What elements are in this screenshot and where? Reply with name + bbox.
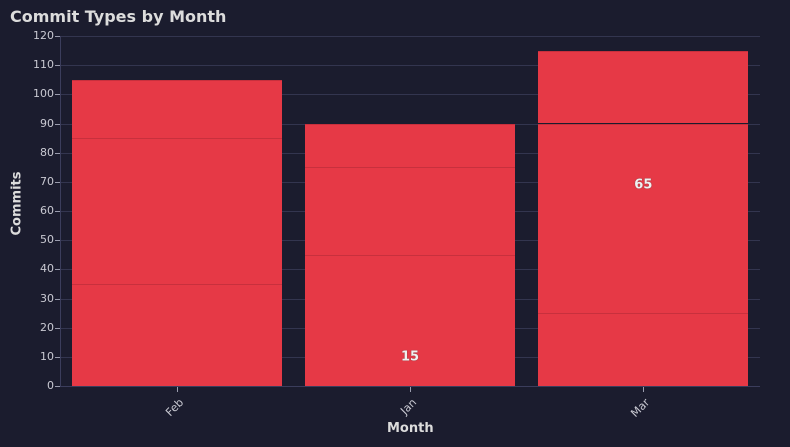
y-tick-label: 30 <box>40 291 54 305</box>
y-tick <box>55 356 60 358</box>
y-tick <box>55 152 60 154</box>
y-tick-label: 70 <box>40 174 54 188</box>
x-axis-line <box>60 386 760 387</box>
y-tick <box>55 181 60 183</box>
x-tick-label: Feb <box>162 396 186 419</box>
bar-segment[interactable] <box>538 313 749 386</box>
y-tick-label: 10 <box>40 349 54 363</box>
y-tick-label: 50 <box>40 233 54 247</box>
y-tick-label: 20 <box>40 320 54 334</box>
bar-segment[interactable] <box>538 123 749 314</box>
y-tick-label: 90 <box>40 116 54 130</box>
x-tick-label: Mar <box>628 396 653 420</box>
y-tick <box>55 36 60 37</box>
y-tick <box>55 327 60 329</box>
y-tick-label: 100 <box>33 87 54 101</box>
y-tick-label: 80 <box>40 145 54 159</box>
bar-segment[interactable] <box>538 50 749 124</box>
bar-segment[interactable] <box>71 138 282 284</box>
x-tick <box>643 387 645 392</box>
y-tick-label: 40 <box>40 262 54 276</box>
value-label: 65 <box>634 177 653 193</box>
y-tick-label: 0 <box>47 379 54 392</box>
gridline <box>60 94 760 96</box>
y-tick-label: 110 <box>33 58 54 72</box>
y-tick <box>55 94 60 96</box>
gridline <box>60 65 760 67</box>
x-tick <box>176 387 178 392</box>
y-tick <box>55 65 60 67</box>
y-tick <box>55 240 60 242</box>
gridline <box>60 36 760 37</box>
chart-title: Commit Types by Month <box>10 7 227 26</box>
bar-segment[interactable] <box>305 254 515 386</box>
value-label: 15 <box>400 349 420 365</box>
bar-segment[interactable] <box>71 79 282 139</box>
bar-segment[interactable] <box>305 123 515 168</box>
y-tick <box>55 386 60 387</box>
y-tick <box>55 211 60 212</box>
y-axis-line <box>60 36 61 386</box>
x-tick <box>410 387 411 392</box>
y-tick <box>55 123 60 125</box>
y-tick-label: 120 <box>33 29 54 42</box>
bar-segment[interactable] <box>71 283 282 386</box>
y-tick <box>55 269 60 271</box>
y-tick-label: 60 <box>40 204 54 217</box>
y-tick <box>55 298 60 300</box>
bar-segment[interactable] <box>305 167 515 255</box>
x-axis-title: Month <box>387 421 434 436</box>
